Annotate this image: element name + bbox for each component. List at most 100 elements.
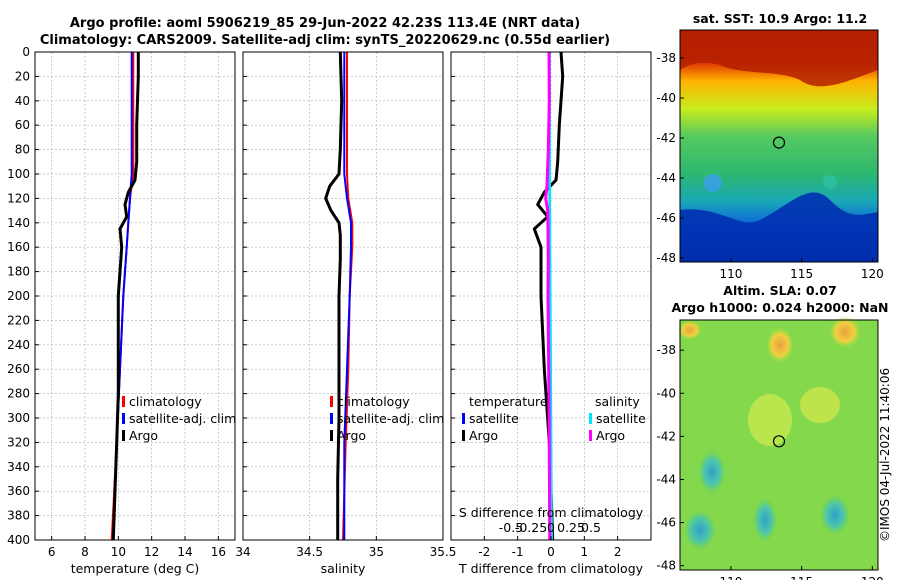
y-tick-label: 180 — [7, 265, 30, 279]
sla-map-y-tick-label: -38 — [656, 343, 676, 357]
series-line-3 — [111, 52, 140, 541]
y-tick-label: 320 — [7, 435, 30, 449]
legend-swatch — [330, 430, 333, 441]
legend-label: satellite-adj. clim — [337, 411, 444, 426]
legend-swatch — [330, 396, 333, 407]
y-tick-label: 380 — [7, 509, 30, 523]
series-line-3 — [324, 51, 344, 540]
profile-panel-3: -2 -1 0 1 2 T difference from climatology S di… — [450, 51, 652, 576]
sla-map-y-tick-label: -46 — [656, 516, 676, 530]
y-tick-label: 260 — [7, 362, 30, 376]
legend-label: Argo — [596, 428, 625, 443]
sla-map-title-line-1: Altim. SLA: 0.07 — [723, 283, 837, 298]
y-tick-label: 340 — [7, 460, 30, 474]
profile-panel-1: 0 20 40 60 80 100 120 140 160 180 200 220 240 260 280 3… — [7, 45, 236, 576]
y-tick-label: 80 — [15, 143, 30, 157]
sst-map-y-tick-label: -38 — [656, 51, 676, 65]
y-tick-label: 160 — [7, 240, 30, 254]
series-line-2 — [343, 52, 352, 540]
x-tick-label: 6 — [48, 545, 56, 559]
y-tick-label: 220 — [7, 313, 30, 327]
sst-map-y-tick-label: -44 — [656, 171, 676, 185]
sla-map — [678, 316, 878, 570]
s-tick-label: 0.5 — [581, 520, 601, 535]
y-tick-label: 280 — [7, 387, 30, 401]
y-tick-label: 20 — [15, 69, 30, 83]
sla-map-x-tick-label: 110 — [719, 575, 742, 580]
legend-swatch — [330, 413, 333, 424]
sla-map-y-tick-label: -40 — [656, 386, 676, 400]
s-tick-label: -0.5 — [499, 520, 523, 535]
legend-label: satellite-adj. clim — [129, 411, 236, 426]
sst-map-x-tick-label: 110 — [719, 267, 742, 281]
series-line-4 — [544, 51, 552, 541]
legend-swatch — [122, 430, 125, 441]
x-tick-label: 10 — [111, 545, 126, 559]
legend-swatch — [462, 430, 465, 441]
sst-map-y-tick-label: -40 — [656, 91, 676, 105]
x-tick-label: 0 — [547, 545, 555, 559]
y-tick-label: 120 — [7, 191, 30, 205]
profile-panel-2: 34 34.5 35 35.5 salinity — [235, 51, 457, 576]
sla-map-frame — [679, 319, 879, 571]
y-tick-label: 300 — [7, 411, 30, 425]
sst-map-title: sat. SST: 10.9 Argo: 11.2 — [692, 11, 868, 26]
title-line-1: Argo profile: aoml 5906219_85 29-Jun-202… — [69, 16, 581, 31]
s-difference-label: S difference from climatology — [459, 505, 644, 520]
legend-swatch — [122, 396, 125, 407]
y-tick-label: 400 — [7, 533, 30, 547]
y-tick-label: 360 — [7, 484, 30, 498]
sst-map-y-tick-label: -48 — [656, 251, 676, 265]
legend-swatch — [122, 413, 125, 424]
sla-map-x-tick-label: 115 — [790, 575, 813, 580]
legend-header-temperature: temperature — [469, 394, 548, 409]
legend-header-salinity: salinity — [595, 394, 640, 409]
sst-map-frame — [679, 29, 879, 263]
x-tick-label: 34.5 — [296, 545, 323, 559]
y-tick-label: 60 — [15, 118, 30, 132]
legend-label: Argo — [469, 428, 498, 443]
x-tick-label: 8 — [81, 545, 89, 559]
s-tick-label: -0.25 — [515, 520, 547, 535]
y-tick-label: 140 — [7, 216, 30, 230]
sst-map-x-tick-label: 115 — [790, 267, 813, 281]
x-tick-label: 12 — [144, 545, 159, 559]
y-tick-label: 0 — [22, 45, 30, 59]
x-axis-label: temperature (deg C) — [71, 561, 200, 576]
x-tick-label: 2 — [614, 545, 622, 559]
x-tick-label: -1 — [512, 545, 524, 559]
x-tick-label: 16 — [211, 545, 226, 559]
x-tick-label: 34 — [235, 545, 250, 559]
x-tick-label: 14 — [177, 545, 192, 559]
legend-label: Argo — [337, 428, 366, 443]
sla-map-y-tick-label: -42 — [656, 429, 676, 443]
x-tick-label: -2 — [478, 545, 490, 559]
series-line-1 — [342, 52, 354, 541]
y-tick-label: 240 — [7, 338, 30, 352]
sla-map-argo-marker — [772, 435, 786, 448]
legend-label: satellite — [469, 411, 519, 426]
sla-map-y-tick-label: -48 — [656, 559, 676, 573]
legend-label: climatology — [129, 394, 202, 409]
legend-panel-3: temperature salinity satellite Argo satellit… — [462, 394, 646, 443]
sst-map-y-tick-label: -46 — [656, 211, 676, 225]
y-tick-label: 100 — [7, 167, 30, 181]
x-tick-label: 35.5 — [430, 545, 457, 559]
series-line-2 — [532, 51, 565, 541]
x-axis-label: T difference from climatology — [458, 561, 644, 576]
sst-map-x-tick-label: 120 — [861, 267, 884, 281]
y-tick-label: 200 — [7, 289, 30, 303]
legend-label: Argo — [129, 428, 158, 443]
title-line-2: Climatology: CARS2009. Satellite-adj cli… — [39, 33, 611, 48]
legend-label: satellite — [596, 411, 646, 426]
x-tick-label: 35 — [369, 545, 384, 559]
legend-swatch — [589, 430, 592, 441]
s-tick-label: 0.25 — [557, 520, 585, 535]
sst-map-y-tick-label: -42 — [656, 131, 676, 145]
legend-swatch — [462, 413, 465, 424]
y-tick-label: 40 — [15, 94, 30, 108]
legend-panel-2: climatology satellite-adj. clim Argo — [330, 394, 444, 443]
s-tick-label: 0 — [547, 520, 555, 535]
x-tick-label: 1 — [581, 545, 589, 559]
